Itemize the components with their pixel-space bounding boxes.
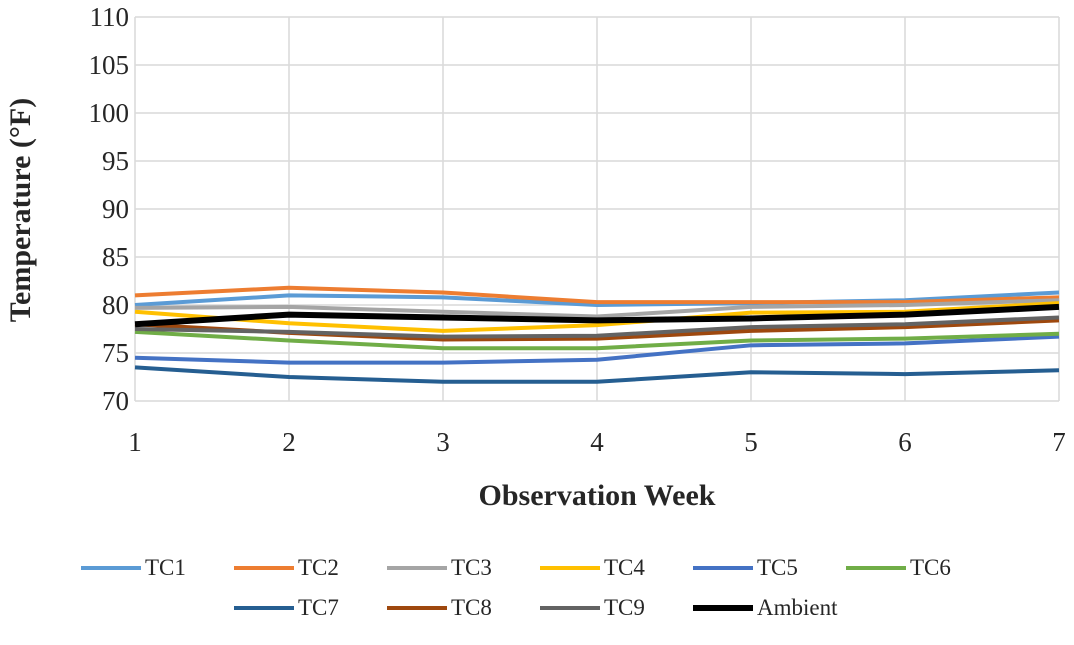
legend-label: TC9 <box>604 595 645 620</box>
y-tick-label: 95 <box>102 146 129 176</box>
series-line <box>134 334 1060 365</box>
series-line <box>134 329 1060 351</box>
legend-label: TC2 <box>298 555 339 580</box>
y-tick-label: 80 <box>102 290 129 320</box>
legend-label: Ambient <box>757 595 838 620</box>
x-axis-title: Observation Week <box>479 479 716 512</box>
y-tick-label: 105 <box>89 50 130 80</box>
y-tick-label: 100 <box>89 98 130 128</box>
legend-entry: TC6 <box>846 555 999 581</box>
legend-entry: TC3 <box>387 555 540 581</box>
legend-swatch <box>81 566 141 570</box>
legend-swatch <box>846 566 906 570</box>
legend-label: TC8 <box>451 595 492 620</box>
legend: TC1 TC2 TC3 TC4 TC5 TC6 TC7 TC8 TC9 Ambient <box>60 555 1020 621</box>
y-tick-label: 85 <box>102 242 129 272</box>
legend-entry: TC4 <box>540 555 693 581</box>
series-line <box>134 315 1060 339</box>
legend-swatch <box>234 566 294 570</box>
series-line <box>134 285 1060 305</box>
series-line <box>134 303 1060 328</box>
x-tick-label: 7 <box>1052 427 1066 457</box>
legend-entry: TC7 <box>234 595 387 621</box>
legend-swatch <box>234 606 294 610</box>
legend-label: TC3 <box>451 555 492 580</box>
legend-label: TC6 <box>910 555 951 580</box>
x-tick-label: 3 <box>436 427 450 457</box>
legend-entry: Ambient <box>693 595 846 621</box>
y-tick-label: 70 <box>102 386 129 416</box>
legend-entry: TC2 <box>234 555 387 581</box>
legend-swatch <box>387 566 447 570</box>
y-tick-label: 75 <box>102 338 129 368</box>
x-tick-label: 5 <box>744 427 758 457</box>
legend-entry: TC1 <box>81 555 234 581</box>
legend-label: TC4 <box>604 555 645 580</box>
legend-label: TC1 <box>145 555 186 580</box>
legend-entry: TC5 <box>693 555 846 581</box>
legend-label: TC7 <box>298 595 339 620</box>
x-tick-label: 2 <box>282 427 296 457</box>
legend-entry: TC9 <box>540 595 693 621</box>
legend-entry: TC8 <box>387 595 540 621</box>
x-tick-label: 4 <box>590 427 604 457</box>
legend-swatch <box>540 606 600 610</box>
legend-swatch <box>540 566 600 570</box>
series-line <box>134 365 1060 384</box>
y-tick-label: 110 <box>90 2 130 32</box>
y-axis-title: Temperature (°F) <box>4 98 37 322</box>
y-tick-label: 90 <box>102 194 129 224</box>
x-tick-label: 6 <box>898 427 912 457</box>
legend-swatch <box>693 566 753 570</box>
legend-swatch <box>693 605 753 611</box>
legend-label: TC5 <box>757 555 798 580</box>
legend-swatch <box>387 606 447 610</box>
series-line <box>134 298 1060 319</box>
x-tick-label: 1 <box>128 427 142 457</box>
chart: Observation Week Temperature (°F) 707580… <box>4 2 1066 512</box>
